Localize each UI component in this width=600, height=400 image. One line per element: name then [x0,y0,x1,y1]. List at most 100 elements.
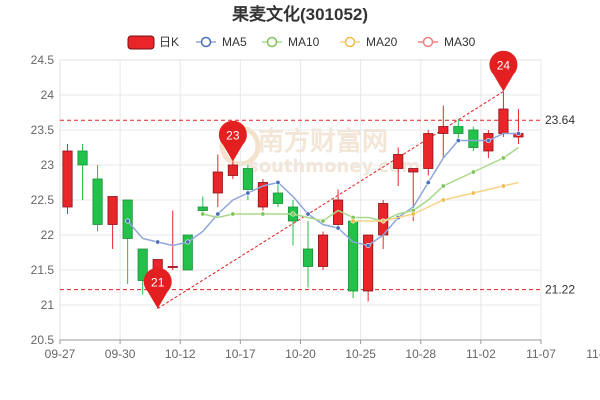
candle [137,248,148,295]
candle [212,154,223,207]
ma-point-ma10 [230,211,236,217]
ma-line-ma20 [353,181,519,222]
candle [438,105,449,158]
ma-point-ma10 [200,211,206,217]
ma-line-ma5 [127,132,519,247]
ma-point-ma10 [440,183,446,189]
ma-point-ma5 [425,180,431,186]
moving-average-lines [125,131,521,249]
x-tick-label: 11-07 [526,347,556,361]
ma-point-ma20 [410,211,416,217]
ma-point-ma5 [335,225,341,231]
ma-point-ma5 [305,211,311,217]
x-tick-label: 10-25 [345,347,376,361]
ma-point-ma10 [260,211,266,217]
candle-body [317,234,329,267]
price-pin-label: 24 [497,59,511,73]
ma-point-ma5 [185,239,191,245]
ma-point-ma5 [485,138,491,144]
x-tick-label: 11-10 [586,347,600,361]
y-tick-label: 20.5 [31,333,55,347]
price-pin: 24 [489,50,518,92]
reference-lines: 23.64 21.22 [60,113,575,297]
candle-body [137,248,148,281]
candle [302,221,314,288]
legend-item: MA30 [418,35,476,49]
ma-point-ma5 [215,211,221,217]
y-tick-label: 22 [41,228,55,242]
legend-swatch-candle [127,35,155,50]
grid-lines [59,59,542,341]
candle-body [167,266,178,268]
candle-body [408,168,419,173]
x-tick-label: 10-12 [165,347,196,361]
ma-point-ma5 [245,190,251,196]
candle-body [468,129,479,148]
watermark-subtext: southmoney.com [248,156,420,177]
candle [393,147,404,186]
candle-body [92,178,103,225]
y-tick-label: 21.5 [31,263,55,277]
candle [107,196,118,249]
candle-body [62,150,73,208]
candle-body [197,206,208,211]
watermark-text: 南方财富网 [258,126,388,157]
ma-point-ma20 [500,183,506,189]
price-pin-shape [143,267,172,309]
candle-body [257,182,268,208]
candle [287,200,299,246]
legend-swatch-marker [200,36,212,48]
x-tick-label: 09-27 [45,347,76,361]
y-tick-label: 21 [41,298,55,312]
candle [167,210,178,270]
candle [77,144,88,200]
ma-point-ma10 [500,155,506,161]
ma-point-ma10 [320,218,326,224]
candle-body [423,133,434,169]
candle [423,130,434,176]
y-axis: 20.5 21 21.5 22 22.5 23 23.5 24 24.5 [31,53,55,347]
y-tick-label: 23.5 [31,123,55,137]
candle-body [498,108,509,134]
candle-body [272,192,284,204]
price-pin-label: 21 [151,276,165,290]
legend-swatch-marker [422,36,434,48]
price-pin-shape [218,120,247,162]
price-pin-label: 23 [226,129,240,143]
ma-point-ma10 [290,211,296,217]
candle [272,182,284,207]
legend-item: MA20 [340,35,398,49]
ma-point-ma5 [155,239,161,245]
x-tick-label: 10-28 [405,347,436,361]
candle [498,91,509,137]
candle-body [348,220,359,292]
candle [468,126,479,151]
y-tick-label: 24 [41,88,55,102]
x-axis: 09-27 09-30 10-12 10-17 10-20 10-25 10-28 11-02… [45,339,600,361]
legend-label: MA20 [366,35,398,49]
candle [513,109,524,144]
candle [317,231,329,270]
legend: 日K MA5 MA10 MA20 MA30 [127,35,476,50]
x-tick-label: 11-02 [466,347,496,361]
ma-point-ma5 [275,180,281,186]
candle-body [77,150,88,166]
price-pins: 24 23 21 [143,50,518,309]
ma-point-ma20 [470,190,476,196]
candle-body [212,171,223,194]
legend-item: MA5 [196,35,247,49]
candle-body [107,196,118,225]
legend-label: MA10 [288,35,320,49]
candle [348,220,359,298]
legend-label: MA5 [222,35,247,49]
x-tick-label: 10-17 [225,347,256,361]
candle [62,144,73,214]
candle [92,165,103,232]
candle-body [227,164,238,176]
price-pin: 23 [218,120,247,162]
ma-point-ma5 [365,243,371,249]
reference-line-label: 23.64 [545,113,575,127]
ma-point-ma5 [125,218,131,224]
